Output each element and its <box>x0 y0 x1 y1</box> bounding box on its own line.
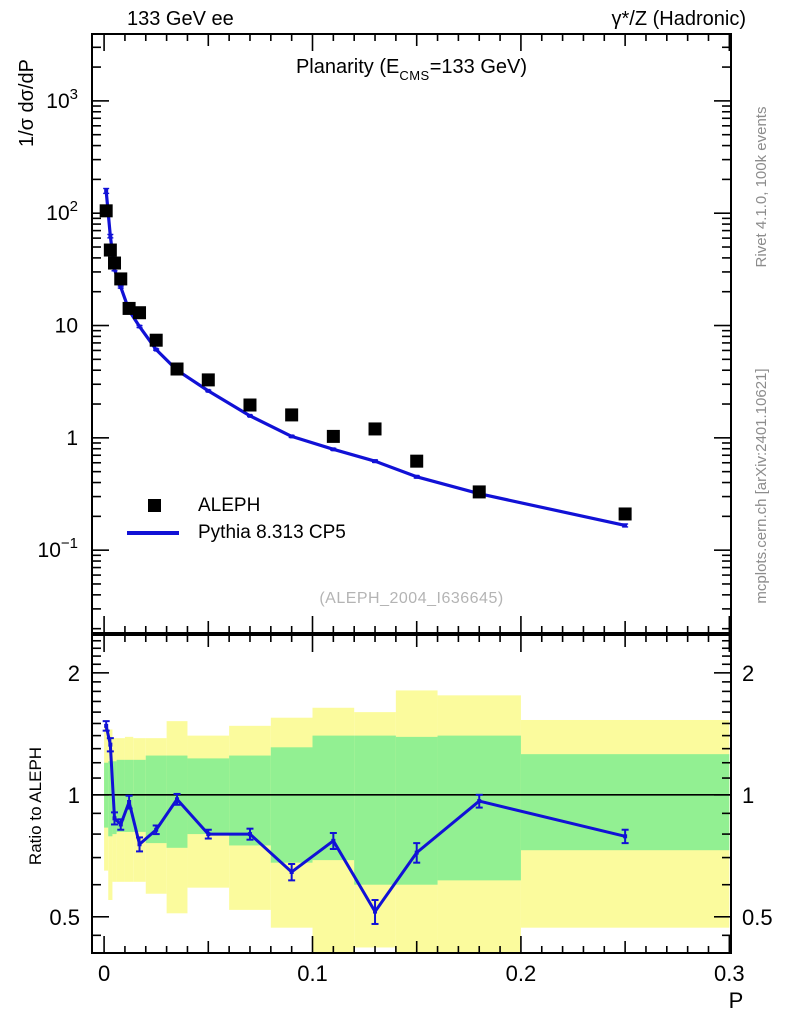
aleph-data-point <box>326 429 340 443</box>
ratio-panel-frame <box>91 634 732 954</box>
pythia-point-marker <box>289 434 294 439</box>
aleph-data-point <box>122 301 136 315</box>
pythia-point-marker <box>414 474 419 479</box>
axis-ticks <box>93 35 731 952</box>
ratio-point-marker <box>104 723 109 728</box>
pythia-point-marker <box>118 285 123 290</box>
aleph-data-point <box>472 485 486 499</box>
ratio-point-marker <box>206 832 211 837</box>
legend-label-data: ALEPH <box>198 494 261 516</box>
xtick-label: 0.2 <box>506 961 537 986</box>
aleph-data-point <box>618 507 632 521</box>
analysis-watermark: (ALEPH_2004_I636645) <box>319 590 504 607</box>
main-ytick-label: 103 <box>46 86 78 113</box>
ratio-line-series <box>102 720 629 925</box>
pythia-line-series <box>103 187 629 528</box>
ratio-point-marker <box>127 800 132 805</box>
legend-item-data: ALEPH <box>127 492 346 519</box>
aleph-data-point <box>99 204 113 218</box>
legend-label-mc: Pythia 8.313 CP5 <box>198 521 346 543</box>
data-square-marker-icon <box>148 499 161 512</box>
aleph-data-point <box>108 256 122 270</box>
tick-labels: 10−1 1 10 102 103 0.5 0.5 1 1 2 2 0 0.1 0.2 0.3 <box>38 86 773 986</box>
xtick-label: 0.1 <box>297 961 328 986</box>
main-ytick-label: 1 <box>66 427 78 450</box>
mcplots-reference-text: mcplots.cern.ch [arXiv:2401.10621] <box>753 368 770 604</box>
ratio-point-marker <box>414 850 419 855</box>
ratio-point-marker <box>118 822 123 827</box>
x-axis-label: P <box>728 988 744 1013</box>
pythia-point-marker <box>206 388 211 393</box>
aleph-data-point <box>133 306 147 320</box>
plot-title-pre: Planarity (E <box>295 56 400 78</box>
pythia-point-marker <box>623 523 628 528</box>
pythia-point-marker <box>108 234 113 239</box>
ratio-point-marker <box>373 909 378 914</box>
y-axis-label-main: 1/σ dσ/dP <box>16 58 38 148</box>
main-ytick-label: 102 <box>46 198 78 225</box>
aleph-data-point <box>368 422 382 436</box>
header-process: γ*/Z (Hadronic) <box>611 8 746 30</box>
ratio-ytick-label-right: 0.5 <box>742 905 773 930</box>
ratio-point-marker <box>154 827 159 832</box>
legend-icon-box <box>127 530 189 535</box>
y-axis-label-ratio: Ratio to ALEPH <box>26 746 45 866</box>
xtick-label: 0 <box>98 961 110 986</box>
ratio-point-marker <box>623 834 628 839</box>
aleph-data-point <box>170 362 184 376</box>
pythia-point-marker <box>137 324 142 329</box>
aleph-data-point <box>410 454 424 468</box>
ratio-point-marker <box>247 832 252 837</box>
ratio-point-marker <box>175 797 180 802</box>
pythia-point-marker <box>154 347 159 352</box>
ratio-ytick-label-left: 2 <box>68 661 80 686</box>
aleph-data-point <box>149 333 163 347</box>
header-beam-energy: 133 GeV ee <box>127 8 234 30</box>
aleph-data-point <box>243 398 257 412</box>
pythia-line <box>104 190 626 528</box>
pythia-point-marker <box>247 413 252 418</box>
ratio-point-marker <box>137 842 142 847</box>
ratio-ytick-label-left: 0.5 <box>49 905 80 930</box>
main-ytick-label: 10−1 <box>38 535 78 562</box>
ratio-point-marker <box>108 742 113 747</box>
ratio-point-marker <box>331 838 336 843</box>
main-ytick-label: 10 <box>55 315 78 338</box>
ratio-line <box>104 725 626 914</box>
main-panel-frame <box>91 33 732 634</box>
ratio-point-marker <box>477 799 482 804</box>
ratio-ytick-label-right: 1 <box>742 783 754 808</box>
ratio-point-marker <box>289 869 294 874</box>
legend: ALEPH Pythia 8.313 CP5 <box>127 492 346 546</box>
rivet-version-text: Rivet 4.1.0, 100k events <box>753 106 770 268</box>
aleph-data-point <box>103 243 117 257</box>
plot-title: Planarity (ECMS=133 GeV) <box>92 56 731 83</box>
pythia-point-marker <box>331 447 336 452</box>
plot-title-subscript: CMS <box>399 68 430 83</box>
ratio-point-marker <box>112 816 117 821</box>
ratio-ytick-label-left: 1 <box>68 783 80 808</box>
pythia-point-marker <box>373 459 378 464</box>
legend-icon-box <box>127 499 189 512</box>
aleph-data-point <box>114 272 128 286</box>
pythia-point-marker <box>112 267 117 272</box>
xtick-label: 0.3 <box>714 961 745 986</box>
plot-title-post: =133 GeV) <box>429 56 528 78</box>
pythia-point-marker <box>104 188 109 193</box>
aleph-data-markers <box>99 204 632 521</box>
mc-line-marker-icon <box>127 530 179 535</box>
ratio-ytick-label-right: 2 <box>742 661 754 686</box>
panel-frames <box>91 33 732 954</box>
aleph-data-point <box>201 373 215 387</box>
aleph-data-point <box>285 408 299 422</box>
legend-item-mc: Pythia 8.313 CP5 <box>127 519 346 546</box>
